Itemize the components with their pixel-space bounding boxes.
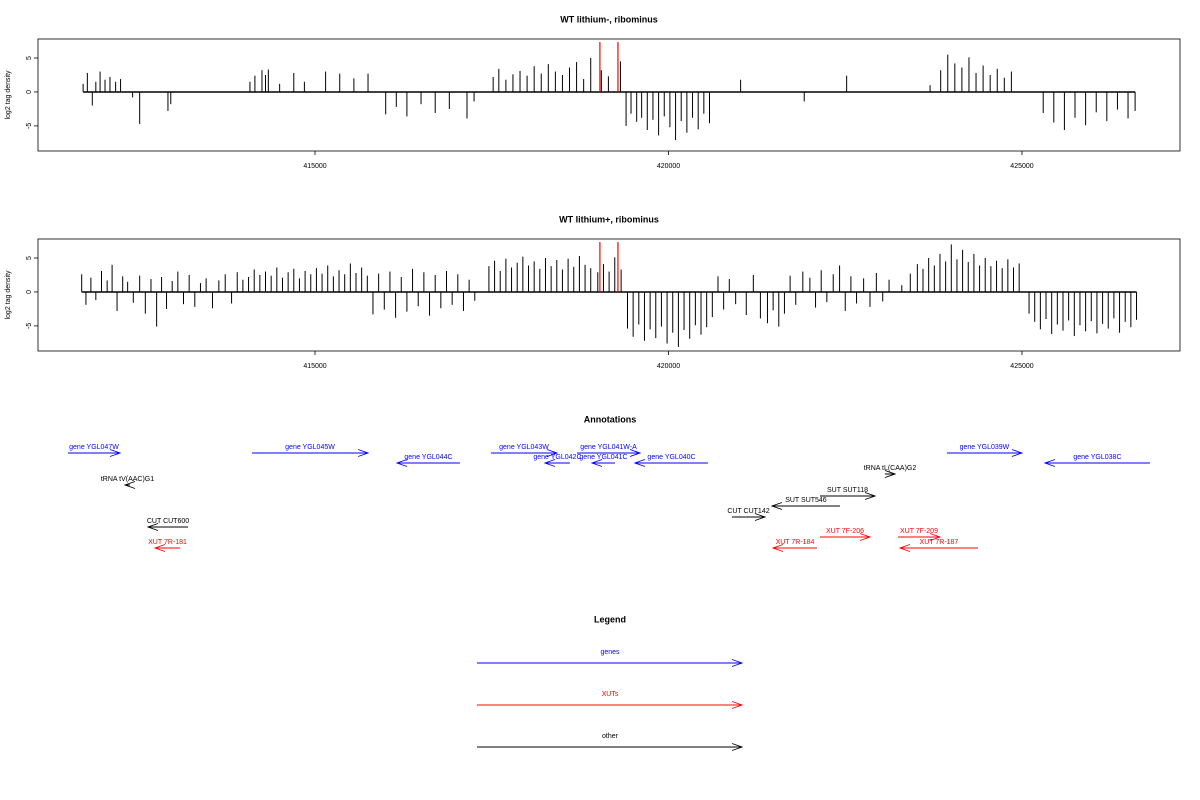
feature-arrow bbox=[543, 459, 570, 467]
x-tick-label: 420000 bbox=[657, 363, 680, 370]
feature-label: XUT 7F-209 bbox=[900, 528, 938, 535]
feature-arrow bbox=[946, 449, 1024, 457]
legend-label: other bbox=[602, 733, 619, 740]
y-tick-label: 0 bbox=[26, 290, 33, 294]
feature-label: gene YGL041W-A bbox=[580, 444, 637, 451]
feature-arrow bbox=[153, 544, 181, 552]
feature-arrow bbox=[123, 481, 136, 489]
feature-label: SUT SUT546 bbox=[785, 497, 827, 504]
feature-label: CUT CUT142 bbox=[727, 508, 769, 515]
x-tick-label: 425000 bbox=[1010, 163, 1033, 170]
feature-arrow bbox=[898, 544, 978, 552]
feature-arrow bbox=[395, 459, 460, 467]
y-tick-label: 0 bbox=[26, 90, 33, 94]
feature-arrow bbox=[731, 513, 767, 521]
feature-label: XUT 7F-206 bbox=[826, 528, 864, 535]
y-tick-label: -5 bbox=[26, 123, 33, 129]
feature-label: gene YGL047W bbox=[69, 444, 119, 451]
y-tick-label: -5 bbox=[26, 323, 33, 329]
feature-arrow bbox=[146, 523, 189, 531]
y-axis-label: log2 tag density bbox=[5, 70, 12, 120]
feature-arrow bbox=[820, 533, 872, 541]
feature-label: gene YGL038C bbox=[1073, 454, 1121, 461]
feature-label: gene YGL041C bbox=[579, 454, 627, 461]
feature-label: gene YGL045W bbox=[285, 444, 335, 451]
feature-label: gene YGL043W bbox=[499, 444, 549, 451]
feature-label: XUT 7R-181 bbox=[148, 539, 187, 546]
feature-arrow bbox=[1043, 459, 1150, 467]
feature-label: gene YGL044C bbox=[404, 454, 452, 461]
annotations-title: Annotations bbox=[584, 414, 637, 424]
feature-label: tRNA tL(CAA)G2 bbox=[864, 465, 917, 472]
plot-frame bbox=[37, 238, 1181, 352]
legend-title: Legend bbox=[594, 614, 626, 624]
feature-arrow bbox=[577, 449, 642, 457]
x-tick-label: 425000 bbox=[1010, 363, 1033, 370]
feature-arrow bbox=[590, 459, 615, 467]
y-tick-label: 5 bbox=[26, 56, 33, 60]
feature-arrow bbox=[67, 449, 122, 457]
feature-label: tRNA tV(AAC)G1 bbox=[101, 476, 154, 483]
feature-label: gene YGL042C bbox=[533, 454, 581, 461]
chart-title: WT lithium+, ribominus bbox=[559, 214, 659, 224]
chart-title: WT lithium-, ribominus bbox=[560, 14, 658, 24]
feature-label: CUT CUT600 bbox=[147, 518, 189, 525]
y-tick-label: 5 bbox=[26, 256, 33, 260]
feature-label: XUT 7R-184 bbox=[776, 539, 815, 546]
legend-label: XUTs bbox=[602, 691, 619, 698]
feature-arrow bbox=[633, 459, 709, 467]
x-tick-label: 415000 bbox=[303, 363, 326, 370]
legend-arrow bbox=[477, 659, 744, 667]
feature-label: gene YGL039W bbox=[960, 444, 1010, 451]
feature-label: XUT 7R-187 bbox=[920, 539, 959, 546]
feature-label: SUT SUT118 bbox=[827, 487, 868, 494]
plot-frame bbox=[37, 38, 1181, 152]
legend-arrow bbox=[477, 743, 744, 751]
feature-arrow bbox=[771, 544, 817, 552]
x-tick-label: 415000 bbox=[303, 163, 326, 170]
y-axis-label: log2 tag density bbox=[5, 270, 12, 320]
legend-arrow bbox=[477, 701, 744, 709]
feature-label: gene YGL040C bbox=[647, 454, 695, 461]
feature-arrow bbox=[820, 492, 877, 500]
x-tick-label: 420000 bbox=[657, 163, 680, 170]
feature-arrow bbox=[897, 533, 942, 541]
legend-label: genes bbox=[600, 649, 620, 656]
feature-arrow bbox=[884, 470, 897, 478]
feature-arrow bbox=[490, 449, 559, 457]
feature-arrow bbox=[770, 502, 840, 510]
feature-arrow bbox=[252, 449, 370, 457]
